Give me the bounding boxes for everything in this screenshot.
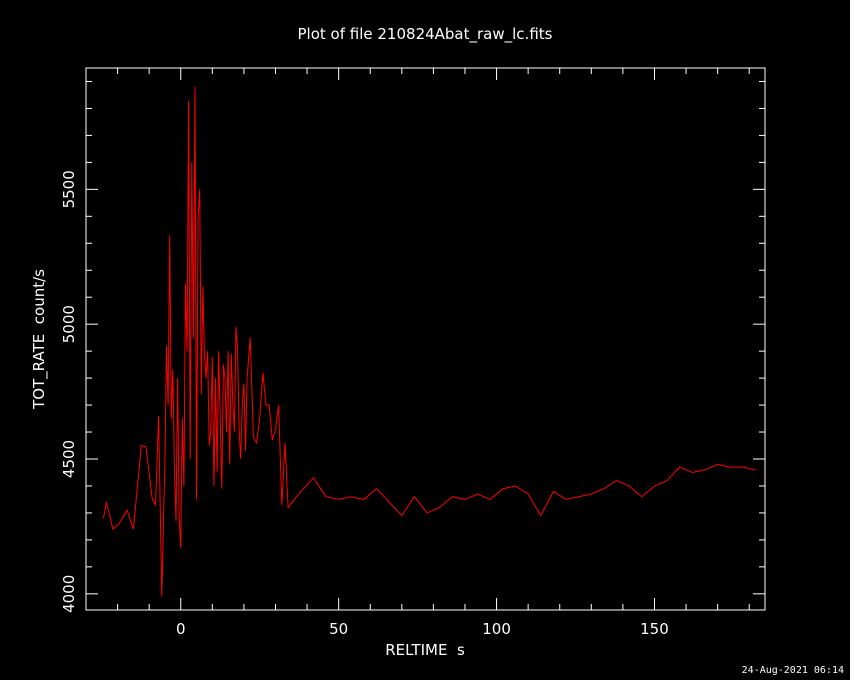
x-tick-label: 100 xyxy=(482,620,511,638)
chart-title: Plot of file 210824Abat_raw_lc.fits xyxy=(298,25,553,44)
y-tick-label: 4000 xyxy=(60,575,78,613)
x-tick-labels: 0 50 100 150 xyxy=(176,620,669,638)
x-axis-label: RELTIME s xyxy=(385,641,465,659)
series-layer xyxy=(102,86,756,597)
y-tick-label: 5500 xyxy=(60,170,78,208)
axis-ticks xyxy=(86,68,765,610)
y-tick-label: 4500 xyxy=(60,440,78,478)
x-tick-label: 150 xyxy=(640,620,669,638)
y-tick-labels: 4000 4500 5000 5500 xyxy=(60,170,78,613)
x-tick-label: 50 xyxy=(329,620,348,638)
series-line xyxy=(102,86,756,597)
timestamp: 24-Aug-2021 06:14 xyxy=(741,665,844,676)
y-axis-label: TOT_RATE count/s xyxy=(30,269,49,410)
y-tick-label: 5000 xyxy=(60,305,78,343)
plot-frame xyxy=(85,67,766,611)
x-tick-label: 0 xyxy=(176,620,186,638)
